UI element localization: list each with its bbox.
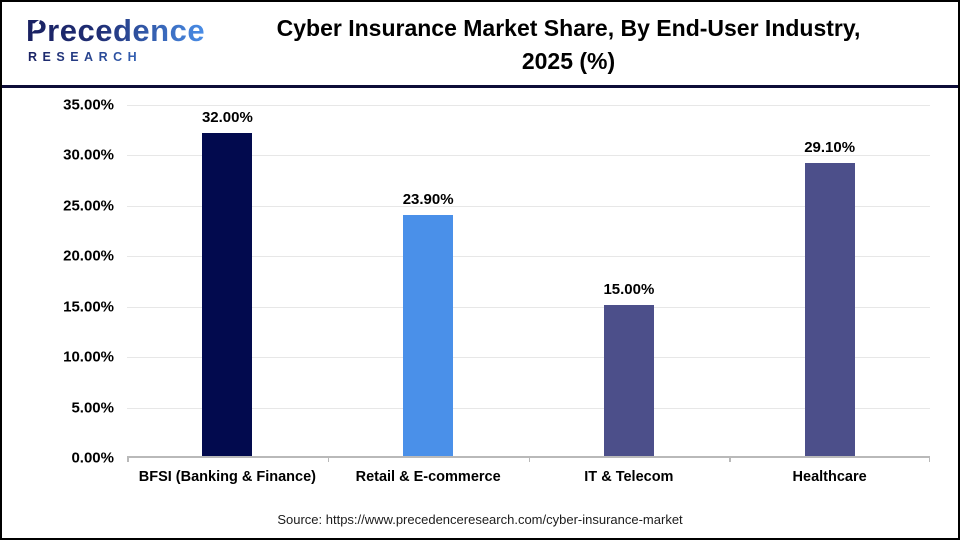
x-axis-category-label: BFSI (Banking & Finance): [138, 469, 316, 485]
y-axis-tick-label: 35.00%: [63, 96, 114, 114]
bar-column: 29.10% Healthcare: [729, 105, 930, 485]
x-axis-category-label: IT & Telecom: [584, 469, 674, 485]
brand-name: Precedence: [26, 14, 206, 48]
gridline: [127, 155, 930, 157]
bar-value-label: 32.00%: [201, 109, 253, 127]
gridline: [127, 357, 930, 359]
page-title-line1: Cyber Insurance Market Share, By End-Use…: [276, 15, 861, 41]
header: Precedence RESEARCH Cyber Insurance Mark…: [2, 2, 958, 85]
y-axis-tick-label: 20.00%: [63, 247, 114, 265]
bar: [603, 304, 654, 456]
bar: [804, 162, 855, 456]
y-axis-tick-label: 15.00%: [63, 298, 114, 316]
bar-column: 32.00% BFSI (Banking & Finance): [127, 105, 328, 485]
gridline: [127, 205, 930, 207]
page-title: Cyber Insurance Market Share, By End-Use…: [207, 12, 930, 78]
y-axis-tick-label: 0.00%: [71, 449, 114, 467]
x-axis-tick: [327, 456, 330, 462]
gridline: [127, 256, 930, 258]
gridline: [127, 407, 930, 409]
source-text: Source: https://www.precedenceresearch.c…: [277, 512, 683, 527]
brand-name-text: Precedence: [26, 13, 206, 48]
bar: [202, 133, 253, 456]
x-axis-tick: [928, 456, 930, 462]
chart-region: 0.00% 5.00% 10.00% 15.00% 20.00% 25.00% 30.00%…: [2, 88, 958, 500]
bar-value-label: 23.90%: [402, 190, 454, 208]
bar: [403, 214, 454, 456]
page-title-line2: 2025 (%): [521, 48, 616, 74]
x-axis-tick: [127, 456, 129, 462]
x-axis-tick: [528, 456, 530, 462]
bar-value-label: 29.10%: [804, 138, 856, 156]
x-axis-category-label: Retail & E-commerce: [355, 469, 501, 485]
brand-logo: Precedence RESEARCH: [26, 14, 206, 64]
brand-subname: RESEARCH: [26, 50, 206, 64]
bar-column: 23.90% Retail & E-commerce: [327, 105, 529, 485]
y-axis-tick-label: 25.00%: [63, 197, 114, 215]
gridline: [127, 105, 930, 106]
y-axis: 0.00% 5.00% 10.00% 15.00% 20.00% 25.00% 30.00%…: [2, 97, 114, 467]
x-axis-tick: [729, 456, 731, 462]
y-axis-tick-label: 10.00%: [63, 348, 114, 366]
y-axis-tick-label: 5.00%: [71, 399, 114, 417]
y-axis-tick-label: 30.00%: [63, 146, 114, 164]
header-divider: [2, 85, 958, 88]
bar-value-label: 15.00%: [603, 280, 655, 298]
gridline: [127, 306, 930, 308]
x-axis-category-label: Healthcare: [792, 469, 867, 485]
plot-area: 32.00% BFSI (Banking & Finance) 23.90% Reta…: [127, 105, 930, 485]
bar-column: 15.00% IT & Telecom: [528, 105, 730, 485]
